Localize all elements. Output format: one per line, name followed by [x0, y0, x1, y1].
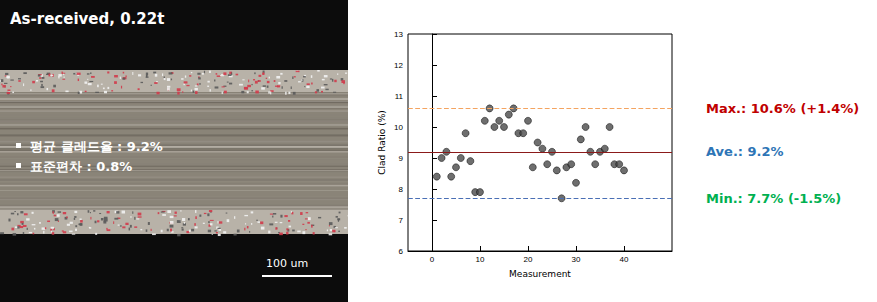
- svg-text:10: 10: [476, 255, 485, 264]
- svg-text:Min.: 7.7% (-1.5%): Min.: 7.7% (-1.5%): [706, 191, 841, 206]
- svg-text:Measurement: Measurement: [509, 269, 571, 279]
- html-text:As-received, 0.22t: As-received, 0.22t: [10, 10, 165, 28]
- svg-text:40: 40: [620, 255, 629, 264]
- html-text:평균 클레드율 : 9.2%: 평균 클레드율 : 9.2%: [30, 139, 163, 154]
- svg-text:6: 6: [399, 247, 404, 256]
- svg-text:8: 8: [399, 185, 404, 194]
- svg-text:30: 30: [572, 255, 581, 264]
- svg-text:0: 0: [430, 255, 435, 264]
- svg-text:Ave.: 9.2%: Ave.: 9.2%: [706, 144, 784, 159]
- svg-text:10: 10: [394, 123, 403, 132]
- svg-text:7: 7: [399, 216, 404, 225]
- svg-text:Max.: 10.6% (+1.4%): Max.: 10.6% (+1.4%): [706, 101, 859, 116]
- svg-text:20: 20: [524, 255, 533, 264]
- svg-text:Clad Ratio (%): Clad Ratio (%): [377, 110, 387, 174]
- svg-text:11: 11: [395, 92, 404, 101]
- html-text:표준편차 : 0.8%: 표준편차 : 0.8%: [30, 159, 133, 174]
- svg-text:13: 13: [394, 30, 403, 39]
- svg-text:12: 12: [394, 61, 403, 70]
- svg-text:9: 9: [399, 154, 404, 163]
- html-text:100 um: 100 um: [266, 257, 309, 270]
